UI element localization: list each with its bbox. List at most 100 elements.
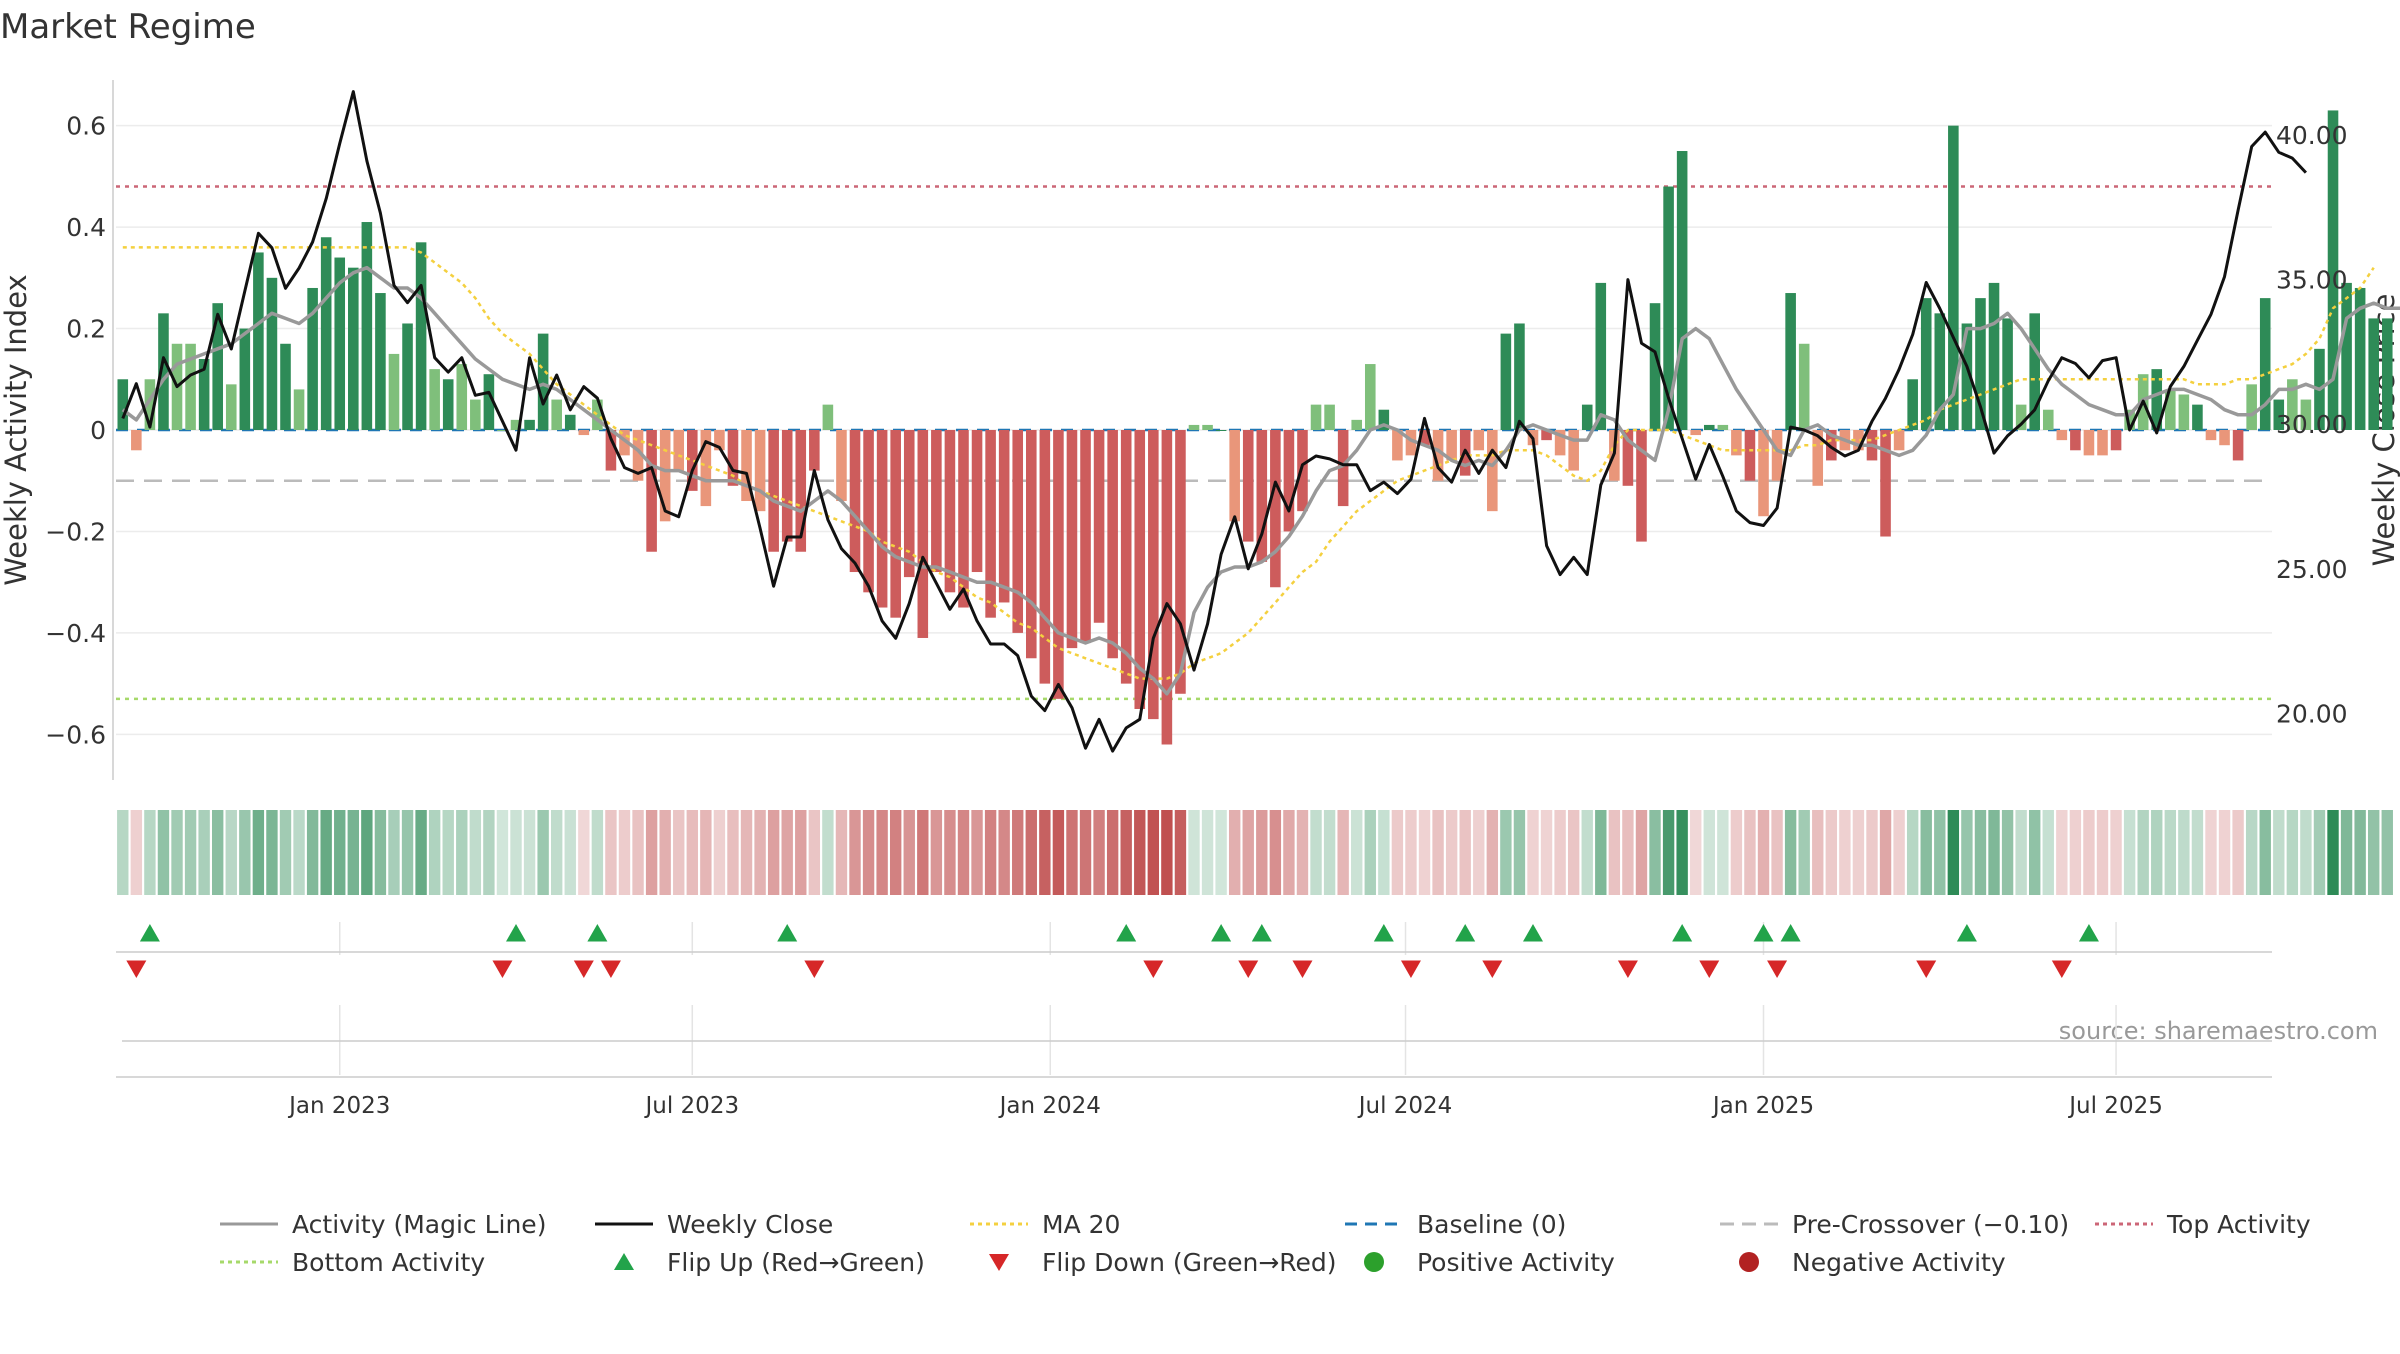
regime-cell	[1405, 810, 1417, 895]
legend-swatch	[1364, 1252, 1384, 1272]
regime-cell	[1323, 810, 1336, 895]
regime-cell	[2300, 810, 2312, 895]
regime-cell	[1771, 810, 1783, 895]
activity-bar	[2070, 430, 2081, 451]
y-tick-label-left: −0.4	[45, 619, 106, 648]
regime-cell	[239, 810, 251, 895]
activity-bar	[1053, 430, 1064, 699]
activity-bar	[1229, 430, 1240, 522]
legend-label: Baseline (0)	[1417, 1210, 1566, 1239]
regime-cell	[1310, 810, 1322, 895]
activity-bar	[1473, 430, 1485, 451]
regime-cell	[862, 810, 875, 895]
activity-bar	[1622, 430, 1634, 486]
activity-bar	[2056, 430, 2068, 441]
regime-cell	[998, 810, 1010, 895]
activity-bar	[1432, 430, 1444, 481]
regime-cell	[1906, 810, 1919, 895]
activity-bar	[1663, 186, 1674, 430]
regime-cell	[1690, 810, 1702, 895]
activity-bar	[944, 430, 956, 593]
regime-cell	[2340, 810, 2353, 895]
activity-bar	[2368, 318, 2379, 430]
regime-cell	[2137, 810, 2149, 895]
activity-bar	[1907, 379, 1918, 430]
legend-item: Flip Down (Green→Red)	[989, 1248, 1337, 1277]
activity-bars	[117, 110, 2393, 745]
regime-cell	[1093, 810, 1105, 895]
activity-bar	[117, 379, 129, 430]
regime-cell	[2259, 810, 2271, 895]
activity-bar	[1297, 430, 1308, 512]
activity-bar	[1771, 430, 1783, 481]
regime-cell	[1635, 810, 1648, 895]
activity-bar	[741, 430, 752, 502]
regime-cell	[578, 810, 590, 895]
flip-down-marker	[1482, 960, 1503, 978]
activity-bar	[483, 374, 495, 430]
regime-cell	[2042, 810, 2054, 895]
regime-cell	[700, 810, 712, 895]
regime-cell	[1201, 810, 1214, 895]
regime-cell	[713, 810, 726, 895]
y-tick-label-left: 0.6	[66, 112, 106, 141]
flip-up-marker	[777, 924, 798, 942]
regime-strip	[117, 810, 2393, 895]
legend-label: Positive Activity	[1417, 1248, 1615, 1277]
activity-bar	[2015, 404, 2027, 430]
activity-bar	[971, 430, 983, 573]
regime-cell	[2164, 810, 2176, 895]
regime-cell	[632, 810, 644, 895]
regime-cell	[659, 810, 671, 895]
regime-cell	[1364, 810, 1376, 895]
regime-cell	[2029, 810, 2041, 895]
regime-cell	[2232, 810, 2244, 895]
regime-cell	[2286, 810, 2299, 895]
regime-cell	[727, 810, 739, 895]
regime-cell	[198, 810, 210, 895]
activity-bar	[185, 343, 196, 430]
activity-bar	[836, 430, 847, 502]
activity-bar	[293, 389, 305, 430]
activity-bar	[890, 430, 901, 618]
x-tick-label: Jul 2024	[1357, 1093, 1453, 1119]
activity-bar	[375, 293, 386, 430]
regime-cell	[2368, 810, 2380, 895]
activity-bar	[2287, 379, 2298, 430]
activity-bar	[348, 267, 359, 430]
regime-cell	[2205, 810, 2217, 895]
activity-bar	[849, 430, 861, 573]
regime-cell	[1161, 810, 1173, 895]
activity-bar	[1948, 125, 1959, 431]
flip-down-marker	[804, 960, 825, 978]
regime-cell	[469, 810, 482, 895]
regime-cell	[849, 810, 861, 895]
flip-down-marker	[1916, 960, 1937, 978]
activity-bar	[524, 419, 535, 430]
regime-cell	[1852, 810, 1865, 895]
legend-swatch	[989, 1254, 1009, 1271]
flip-down-marker	[1292, 960, 1313, 978]
regime-cell	[1106, 810, 1119, 895]
regime-cell	[2313, 810, 2326, 895]
legend-label: Pre-Crossover (−0.10)	[1792, 1210, 2069, 1239]
legend-item: Top Activity	[2095, 1210, 2311, 1239]
regime-cell	[130, 810, 143, 895]
regime-cell	[2381, 810, 2393, 895]
activity-bar	[592, 399, 603, 430]
activity-bar	[2097, 430, 2108, 456]
y-tick-label-left: −0.6	[45, 720, 106, 749]
activity-bar	[1541, 430, 1552, 441]
regime-cell	[944, 810, 956, 895]
regime-cell	[1445, 810, 1458, 895]
regime-cell	[971, 810, 983, 895]
regime-cell	[1893, 810, 1905, 895]
activity-bar	[551, 399, 562, 430]
activity-bar	[2002, 318, 2013, 430]
regime-cell	[1839, 810, 1851, 895]
activity-bar	[985, 430, 996, 618]
activity-bar	[158, 313, 169, 430]
activity-bar	[1446, 430, 1457, 461]
regime-cell	[374, 810, 387, 895]
